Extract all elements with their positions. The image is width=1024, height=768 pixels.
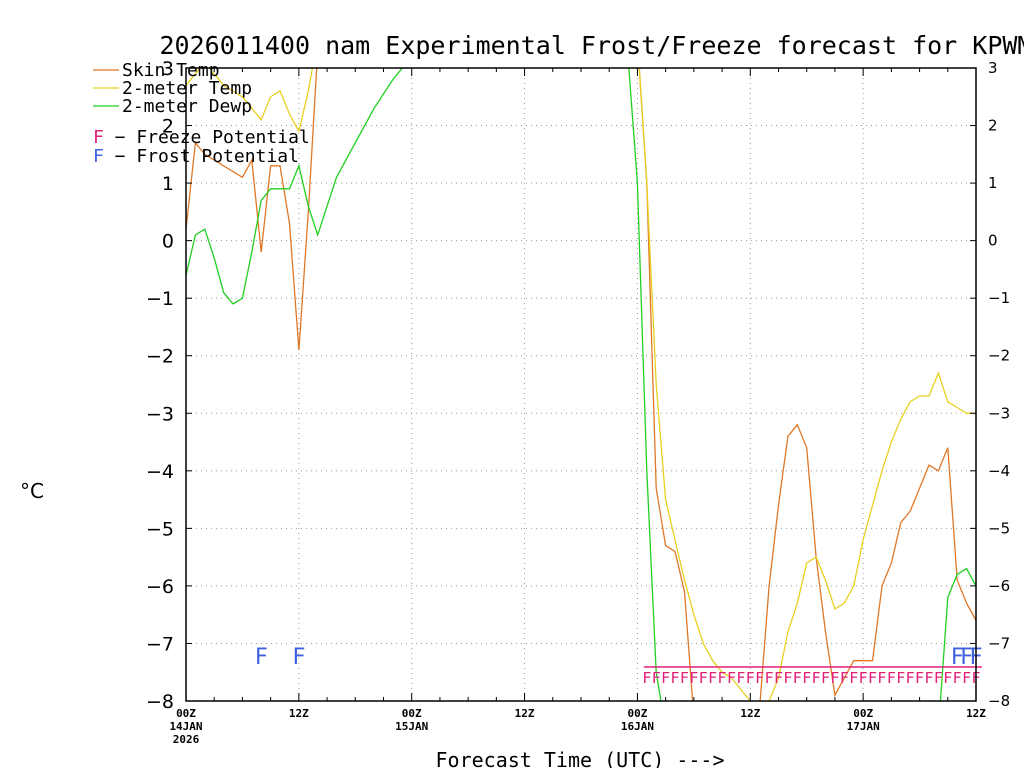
y-tick-label-right: −1 [988, 289, 1010, 307]
legend-marker-letter: F [93, 127, 104, 148]
freeze-marker: F [680, 669, 689, 687]
frost-marker: F [951, 645, 964, 670]
legend-marker-label: − Frost Potential [104, 146, 299, 167]
frost-marker: F [292, 645, 305, 670]
y-tick-label: −6 [146, 576, 174, 598]
y-tick-label-right: 1 [988, 174, 998, 192]
y-tick-label: −2 [146, 346, 174, 368]
y-axis-left: 3 2 1 0 −1 −2 −3 −4 −5 −6 −7 −8 [146, 58, 192, 713]
x-tick-date: 15JAN [395, 720, 428, 733]
freeze-marker: F [821, 669, 830, 687]
freeze-marker: F [962, 669, 971, 687]
y-tick-label: −1 [146, 288, 174, 310]
freeze-marker: F [849, 669, 858, 687]
y-tick-label-right: 3 [988, 59, 998, 77]
series-line-2-meter-temp [186, 68, 976, 701]
y-axis-label: °C [20, 479, 44, 503]
legend-marker-entry: F − Freeze Potential [93, 127, 310, 148]
freeze-marker: F [765, 669, 774, 687]
plot-frame [185, 67, 977, 702]
legend-label: Skin Temp [122, 60, 220, 81]
legend-marker-entry: F − Frost Potential [93, 146, 299, 167]
y-tick-label-right: 0 [988, 232, 998, 250]
freeze-marker: F [727, 669, 736, 687]
freeze-marker: F [868, 669, 877, 687]
freeze-marker: F [661, 669, 670, 687]
freeze-marker: F [755, 669, 764, 687]
freeze-marker: F [859, 669, 868, 687]
y-tick-label-right: −2 [988, 347, 1010, 365]
x-tick-label: 00Z [176, 707, 196, 720]
frost-marker: F [960, 645, 973, 670]
legend-marker-letter: F [93, 146, 104, 167]
legend-label: 2-meter Dewp [122, 96, 252, 117]
freeze-marker: F [746, 669, 755, 687]
freeze-marker: F [915, 669, 924, 687]
y-tick-label: −4 [146, 461, 174, 483]
grid-lines [186, 68, 976, 701]
series-line-skin-temp [186, 68, 976, 701]
series-layer [186, 68, 976, 701]
freeze-marker: F [642, 669, 651, 687]
y-tick-label: −7 [146, 633, 174, 655]
y-tick-label: 0 [162, 231, 174, 253]
series-line-2-meter-dewp [186, 68, 976, 701]
x-tick-date: 17JAN [847, 720, 880, 733]
x-tick-label: 12Z [515, 707, 535, 720]
freeze-marker: F [652, 669, 661, 687]
x-tick-date: 16JAN [621, 720, 654, 733]
freeze-marker: F [671, 669, 680, 687]
y-tick-label: 3 [162, 58, 174, 80]
y-tick-label: 2 [162, 116, 174, 138]
freeze-marker: F [830, 669, 839, 687]
y-tick-label-right: −6 [988, 577, 1010, 595]
y-tick-label-right: −7 [988, 634, 1010, 652]
y-tick-label-right: −3 [988, 404, 1010, 422]
freeze-marker: F [718, 669, 727, 687]
x-tick-label: 12Z [289, 707, 309, 720]
y-tick-label: −8 [146, 691, 174, 713]
freeze-marker: F [953, 669, 962, 687]
y-tick-label: −5 [146, 518, 174, 540]
y-tick-label-right: 2 [988, 117, 998, 135]
freeze-marker: F [699, 669, 708, 687]
freeze-marker: F [840, 669, 849, 687]
legend-marker-label: − Freeze Potential [104, 127, 310, 148]
chart-title: 2026011400 nam Experimental Frost/Freeze… [160, 31, 1024, 60]
y-tick-label-right: −8 [988, 692, 1010, 710]
freeze-marker: F [887, 669, 896, 687]
x-axis-label: Forecast Time (UTC) ---> [436, 748, 725, 768]
freeze-marker: F [802, 669, 811, 687]
freeze-marker: F [924, 669, 933, 687]
freeze-marker: F [934, 669, 943, 687]
y-tick-label-right: −5 [988, 519, 1010, 537]
x-tick-label: 00Z [627, 707, 647, 720]
freeze-marker: F [689, 669, 698, 687]
x-tick-label: 12Z [740, 707, 760, 720]
y-tick-label-right: −4 [988, 462, 1010, 480]
freeze-marker: F [736, 669, 745, 687]
freeze-marker: F [943, 669, 952, 687]
x-tick-label: 00Z [853, 707, 873, 720]
x-tick-date: 14JAN [169, 720, 202, 733]
x-tick-label: 12Z [966, 707, 986, 720]
x-tick-label: 00Z [402, 707, 422, 720]
freeze-marker: F [906, 669, 915, 687]
freeze-marker: F [812, 669, 821, 687]
x-tick-year: 2026 [173, 733, 200, 746]
freeze-marker: F [896, 669, 905, 687]
freeze-marker: F [783, 669, 792, 687]
y-tick-label: −3 [146, 403, 174, 425]
legend-label: 2-meter Temp [122, 78, 252, 99]
y-axis-right: 3 2 1 0 −1 −2 −3 −4 −5 −6 −7 −8 [970, 59, 1010, 710]
y-tick-label: 1 [162, 173, 174, 195]
freeze-marker: F [793, 669, 802, 687]
freeze-marker: F [708, 669, 717, 687]
freeze-marker: F [877, 669, 886, 687]
frost-marker: F [255, 645, 268, 670]
freeze-marker: F [774, 669, 783, 687]
